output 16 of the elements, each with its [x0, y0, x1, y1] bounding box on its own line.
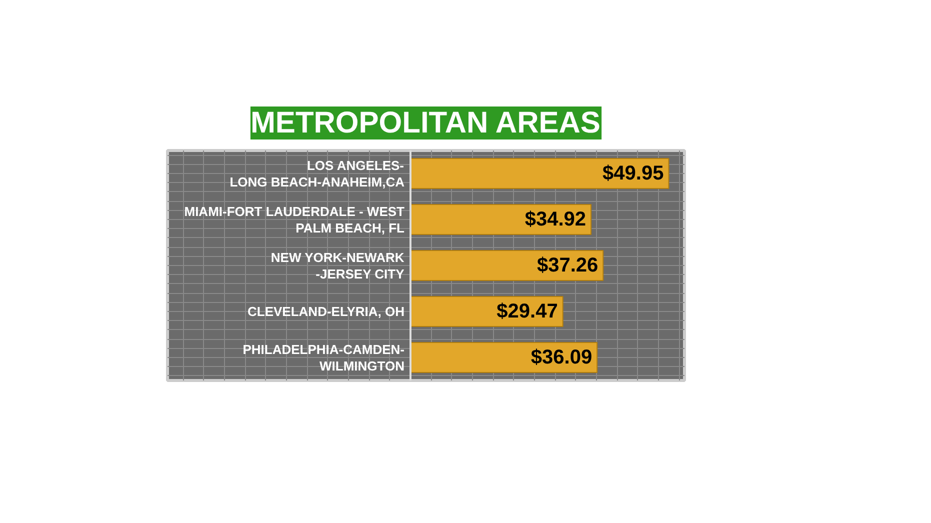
data-label: $49.95 — [602, 162, 664, 184]
y-tick-label: LOS ANGELES- LONG BEACH-ANAHEIM,CA — [230, 158, 406, 190]
y-tick-label: CLEVELAND-ELYRIA, OH — [248, 304, 404, 319]
data-label: $37.26 — [536, 254, 598, 276]
data-label: $34.92 — [524, 208, 586, 230]
bar — [410, 296, 564, 327]
chart-title: METROPOLITAN AREAS — [250, 106, 600, 140]
bar — [410, 250, 604, 281]
bar — [410, 342, 598, 373]
data-label: $29.47 — [496, 300, 558, 322]
y-tick-label: MIAMI-FORT LAUDERDALE - WEST PALM BEACH, FL — [184, 204, 405, 236]
bar — [410, 204, 592, 235]
bar — [410, 158, 670, 189]
y-tick-label: PHILADELPHIA-CAMDEN- WILMINGTON — [242, 342, 405, 374]
y-tick-label: NEW YORK-NEWARK -JERSEY CITY — [270, 250, 405, 282]
data-label: $36.09 — [530, 346, 592, 368]
